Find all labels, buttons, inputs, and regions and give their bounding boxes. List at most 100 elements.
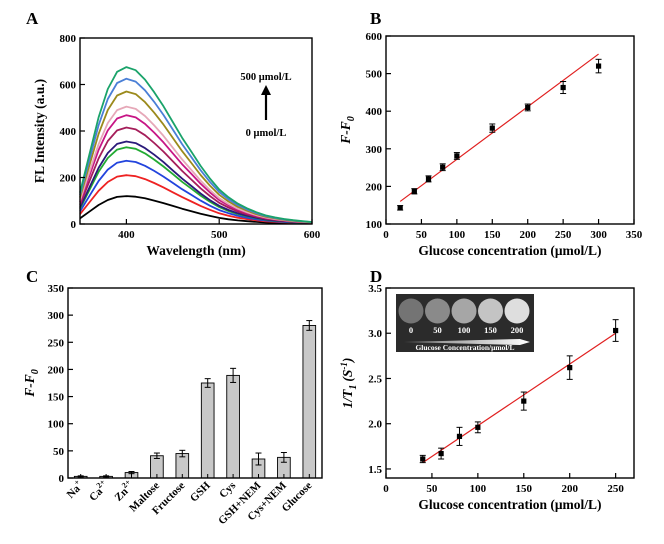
panel-letter-d: D: [370, 267, 382, 286]
panel-c-category-label: Cys: [217, 479, 239, 501]
panel-c-y-axis-title: F-F0: [22, 369, 41, 398]
panel-d-x-tick-label: 250: [607, 483, 624, 495]
panel-d-y-tick-label: 3.5: [368, 283, 382, 295]
panel-b-y-axis-subscript: 0: [346, 116, 357, 121]
panel-b-y-axis-label: F-F: [338, 121, 353, 145]
panel-d-plot: [419, 319, 619, 464]
panel-c-category-name: Ca: [87, 485, 105, 503]
panel-d-y-tick-label: 2.5: [368, 373, 382, 385]
panel-d-data-point: [475, 424, 481, 430]
panel-d-inset-arrow: [404, 339, 530, 345]
panel-a-annotation-bottom: 0 μmol/L: [246, 128, 287, 139]
panel-b-x-ticks: 0 50 100 150 200 250 300 350: [383, 219, 643, 241]
panel-a-y-ticks: 0 200 400 600 800: [60, 33, 85, 231]
panel-b-y-ticks: 100 200 300 400 500 600: [366, 31, 391, 231]
panel-d-inset-label: 150: [484, 325, 497, 335]
panel-b-x-tick-label: 350: [626, 229, 643, 241]
panel-b-y-axis-title: F-F0: [338, 116, 357, 145]
panel-c-y-tick-label: 100: [48, 419, 65, 431]
panel-a-x-ticks: 400 500 600: [118, 219, 321, 241]
panel-b-x-tick-label: 0: [383, 229, 389, 241]
panel-d-y-axis-unit-close: ): [340, 358, 355, 365]
panel-c-bar: [302, 325, 317, 479]
panel-d-data-point: [521, 398, 527, 404]
panel-d-y-axis-unit-superscript: -1: [339, 362, 349, 370]
panel-d-inset-phantom: [451, 298, 477, 324]
panel-a-spectrum-line: [79, 140, 313, 224]
panel-d-frame: [385, 287, 635, 479]
panel-c-y-axis-subscript: 0: [30, 369, 41, 374]
panel-a-x-tick-label: 400: [118, 229, 135, 241]
panel-d-x-tick-label: 150: [516, 483, 533, 495]
panel-d-data-point: [438, 450, 444, 457]
panel-d-x-tick-label: 50: [426, 483, 438, 495]
panel-d-inset-phantom: [398, 298, 424, 324]
panel-b-x-tick-label: 50: [416, 229, 428, 241]
panel-b-y-tick-label: 300: [366, 144, 383, 156]
panel-b-x-tick-label: 250: [555, 229, 572, 241]
panel-d-inset-phantom: [425, 298, 450, 324]
panel-c-bar: [200, 382, 215, 479]
panel-d-inset-label: 100: [458, 325, 471, 335]
panel-d-x-tick-label: 200: [561, 483, 578, 495]
panel-b-y-tick-label: 200: [366, 181, 383, 193]
panel-b-fit-line: [399, 53, 599, 202]
panel-a-x-tick-label: 600: [304, 229, 321, 241]
panel-letter-a: A: [26, 9, 39, 28]
panel-a-y-tick-label: 0: [71, 219, 77, 231]
panel-d-chart: 0 50 100 150 200 250 1.52.02.53.03.5 Glucose …: [339, 283, 635, 512]
panel-b-data-point: [397, 205, 403, 211]
panel-d-inset-label: 50: [433, 325, 442, 335]
panel-a-x-tick-label: 500: [211, 229, 228, 241]
panel-b-x-tick-label: 100: [449, 229, 466, 241]
panel-d-data-point: [420, 456, 426, 462]
panel-d-y-tick-label: 3.0: [368, 328, 382, 340]
panel-a-y-axis-title: FL Intensity (a.u.): [32, 79, 47, 183]
panel-b-x-axis-title: Glucose concentration (μmol/L): [418, 243, 601, 258]
panel-c-y-tick-label: 0: [59, 473, 65, 485]
panel-d-y-axis-subscript: 1: [348, 385, 359, 390]
panel-c-category-name: Na: [65, 483, 83, 501]
panel-b-data-point: [595, 63, 602, 69]
panel-c-y-tick-label: 150: [48, 392, 65, 404]
panel-a-x-axis-title: Wavelength (nm): [146, 243, 245, 258]
panel-d-x-tick-label: 100: [470, 483, 487, 495]
panel-d-data-point: [456, 433, 463, 439]
panel-c-bar: [226, 374, 240, 479]
panel-c-frame: [67, 287, 323, 479]
panel-c-y-tick-label: 50: [53, 446, 65, 458]
panel-a-curves: [79, 66, 313, 225]
panel-c-bars: [73, 320, 317, 479]
panel-c-category-label: Ca2+: [85, 477, 111, 503]
panel-d-y-ticks: 1.5 2.0 2.5 3.0 3.5: [368, 283, 391, 476]
panel-a-spectrum-line: [79, 195, 313, 225]
panel-d-y-axis-label: 1/T: [340, 389, 355, 409]
panel-c-category-name: GSH: [188, 479, 213, 504]
panel-a-spectrum-line: [79, 66, 313, 223]
panel-d-y-tick-label: 1.5: [368, 464, 382, 476]
panel-d-inset-phantom: [478, 298, 503, 324]
panel-b-data-point: [411, 188, 417, 194]
panel-b-y-tick-label: 600: [366, 31, 383, 43]
panel-b-x-tick-label: 200: [519, 229, 536, 241]
panel-b-y-tick-label: 500: [366, 69, 383, 81]
panel-a-y-tick-label: 600: [60, 80, 77, 92]
panel-c-category-superscript: +: [72, 477, 82, 487]
panel-c-y-tick-label: 350: [48, 283, 65, 295]
panel-b-data-point: [425, 176, 432, 182]
panel-c-y-ticks: 0 50 100 150 200 250 300 350: [48, 283, 73, 485]
panel-a-arrow-head: [261, 85, 271, 95]
panel-c-y-tick-label: 300: [48, 310, 65, 322]
panel-d-inset-caption: Glucose Concentration/μmol/L: [415, 343, 514, 352]
panel-a-spectrum-line: [79, 174, 313, 225]
panel-d-inset-label: 200: [511, 325, 524, 335]
panel-a-spectrum-line: [79, 90, 313, 224]
panel-d-inset: 0 50 100 150 200 Glucose Concentration/μmol/…: [396, 294, 534, 352]
panel-a-y-tick-label: 200: [60, 173, 77, 185]
panel-d-x-tick-label: 0: [383, 483, 389, 495]
panel-a-y-tick-label: 800: [60, 33, 77, 45]
